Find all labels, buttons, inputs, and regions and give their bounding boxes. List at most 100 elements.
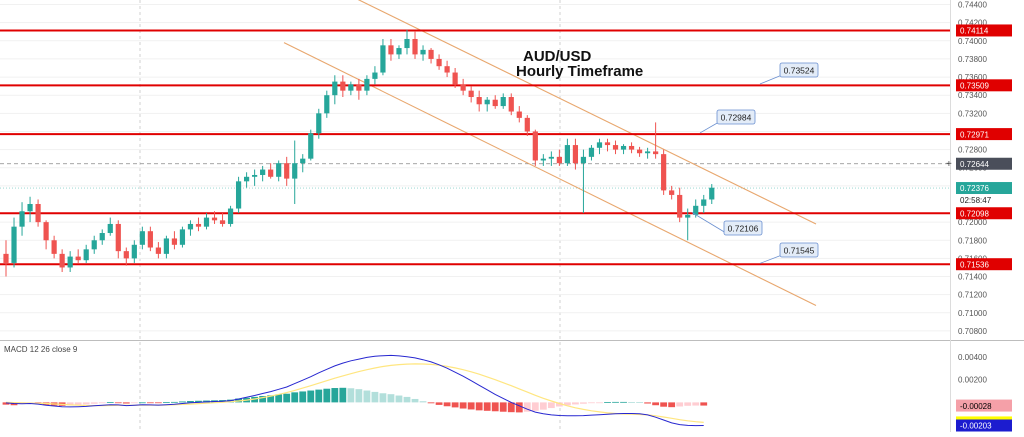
- candle-bullish: [372, 72, 378, 79]
- candle-bullish: [179, 229, 186, 245]
- last-price-tag[interactable]: 0.72376: [956, 182, 1012, 195]
- candle-bearish: [516, 111, 522, 118]
- last-price-tag-bg: [956, 182, 1012, 195]
- candle-bullish: [131, 244, 137, 259]
- candle-bullish: [244, 176, 250, 182]
- candle-bullish: [596, 142, 603, 148]
- price-axis[interactable]: 0.74400 0.74200 0.74000 0.73800 0.73600 0.734…: [946, 1, 1012, 432]
- price-callouts[interactable]: 0.73524 0.72984 0.72106 0.71545: [691, 62, 819, 264]
- candle-bullish: [187, 223, 194, 230]
- macd-histogram-bar: [171, 401, 178, 403]
- macd-indicator-label[interactable]: MACD 12 26 close 9: [4, 345, 78, 354]
- candle-bearish: [284, 163, 290, 179]
- callout-leader: [759, 74, 783, 85]
- price-tick-label: 0.73600: [958, 73, 987, 82]
- macd-histogram-bar: [668, 402, 676, 408]
- macd-histogram-bar: [636, 402, 643, 403]
- level-price-tag[interactable]: 0.73509: [956, 79, 1012, 92]
- macd-histogram-bar: [547, 402, 555, 409]
- macd-histogram-bar: [628, 402, 635, 403]
- level-price-tag[interactable]: 0.71536: [956, 258, 1012, 271]
- macd-histogram-bar: [596, 402, 603, 404]
- callout-box[interactable]: [716, 109, 756, 125]
- countdown-tag[interactable]: 02:58:47: [956, 194, 1012, 207]
- candle-bullish: [163, 238, 169, 254]
- candle-bullish: [348, 84, 354, 91]
- macd-histogram-bar: [347, 388, 355, 403]
- macd-histogram-bar: [315, 389, 323, 403]
- macd-histogram-bar: [82, 402, 90, 405]
- macd-histogram-bar: [692, 402, 700, 406]
- macd-pane: [2, 354, 708, 427]
- channel-lower-line[interactable]: [283, 42, 817, 307]
- macd-value-tag-bg: [956, 399, 1012, 412]
- current-price-tag-bg: [956, 157, 1012, 170]
- candle-bullish: [316, 113, 322, 134]
- macd-histogram-bar: [74, 402, 82, 405]
- macd-histogram-bar: [291, 392, 299, 403]
- chart-subtitle: Hourly Timeframe: [516, 63, 643, 80]
- candle-bearish: [508, 97, 514, 112]
- candle-bearish: [436, 58, 442, 67]
- callout-box[interactable]: [723, 220, 763, 236]
- level-price-tag-bg: [956, 128, 1012, 141]
- macd-histogram-bar: [491, 402, 499, 412]
- candle-bearish: [155, 247, 161, 254]
- macd-histogram-bar: [684, 402, 692, 406]
- callout-box[interactable]: [779, 62, 819, 78]
- candle-bullish: [420, 49, 426, 55]
- candle-bearish: [171, 238, 178, 245]
- macd-line: [5, 354, 704, 427]
- macd-value-tag[interactable]: -0.00028: [956, 399, 1012, 412]
- candle-bullish: [308, 133, 314, 159]
- macd-histogram-bar: [531, 402, 539, 411]
- callout-box[interactable]: [779, 242, 819, 258]
- candle-bearish: [572, 145, 579, 164]
- candle-bearish: [412, 38, 418, 55]
- candle-bearish: [356, 84, 362, 91]
- macd-histogram-bar: [179, 401, 186, 403]
- macd-histogram-bar: [467, 402, 475, 410]
- macd-histogram-bar: [588, 402, 595, 404]
- macd-histogram-bar: [187, 401, 194, 403]
- macd-histogram-bar: [195, 400, 202, 403]
- candle-bullish: [324, 95, 330, 114]
- candle-bearish: [51, 240, 57, 254]
- candle-bullish: [564, 145, 570, 164]
- candle-bullish: [500, 97, 506, 107]
- price-tick-label: 0.71800: [958, 236, 987, 245]
- candle-bullish: [292, 163, 298, 179]
- candle-bearish: [653, 151, 659, 155]
- candle-bearish: [452, 72, 458, 85]
- macd-histogram-bar: [387, 394, 395, 403]
- macd-histogram-bar: [283, 393, 291, 403]
- macd-histogram-bar: [259, 396, 267, 403]
- crosshair-plus-icon[interactable]: +: [946, 159, 952, 170]
- candle-bearish: [628, 145, 635, 150]
- callout-leader: [691, 212, 727, 234]
- candle-bearish: [43, 222, 49, 241]
- macd-histogram-bar: [146, 402, 154, 404]
- trend-channel[interactable]: [283, 0, 817, 307]
- candle-bearish: [476, 97, 482, 105]
- macd-histogram-bar: [523, 402, 531, 412]
- macd-histogram-bar: [443, 402, 451, 407]
- level-price-tag[interactable]: 0.72971: [956, 128, 1012, 141]
- macd-histogram-bar: [515, 402, 523, 413]
- countdown-tag-bg: [956, 194, 1012, 207]
- horizontal-levels[interactable]: [0, 29, 950, 266]
- chart-title: AUD/USD: [523, 48, 592, 65]
- macd-value-tag[interactable]: -0.00203: [956, 419, 1012, 432]
- candle-bearish: [468, 90, 474, 98]
- level-price-tag-bg: [956, 258, 1012, 271]
- macd-histogram-bar: [676, 402, 684, 407]
- candle-bearish: [219, 220, 226, 224]
- macd-histogram-bar: [499, 402, 507, 412]
- level-price-tag[interactable]: 0.72098: [956, 207, 1012, 220]
- channel-upper-line[interactable]: [335, 0, 817, 225]
- candle-bearish: [268, 169, 274, 177]
- current-price-tag[interactable]: 0.72644: [956, 157, 1012, 170]
- level-price-tag[interactable]: 0.74114: [956, 24, 1012, 37]
